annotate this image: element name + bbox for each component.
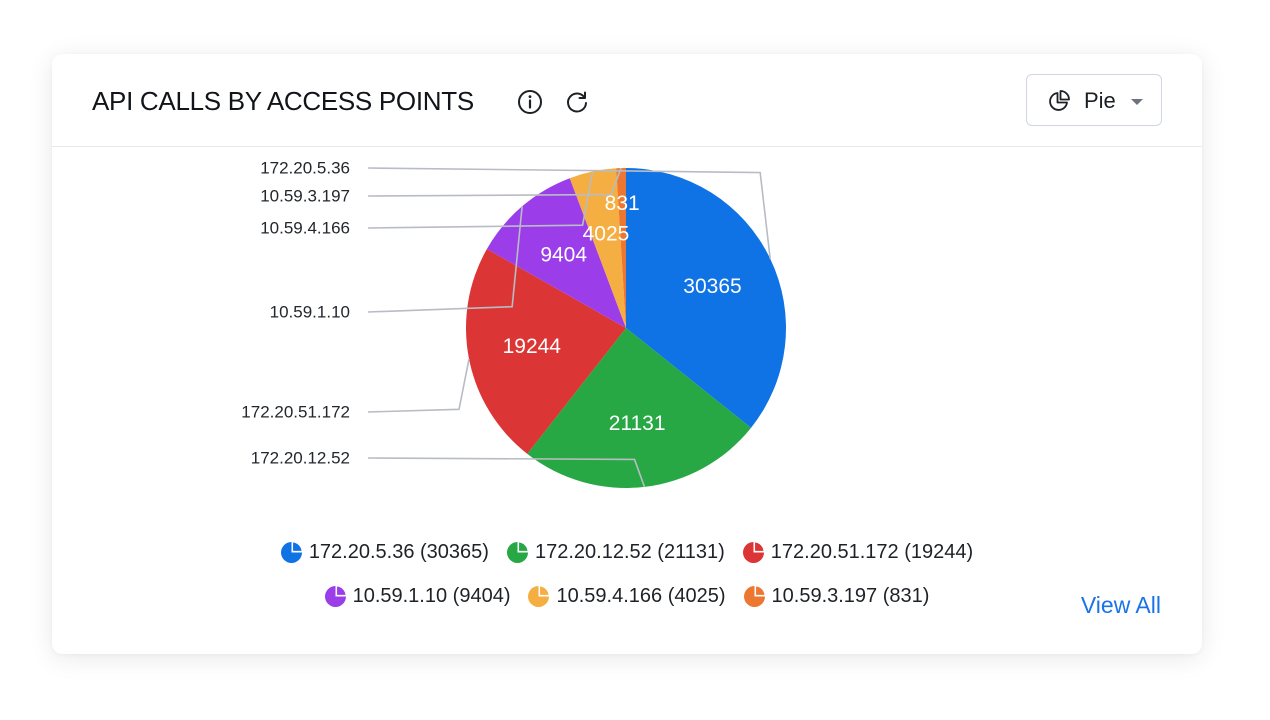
outside-slice-label: 10.59.3.197 xyxy=(260,187,350,206)
legend-pie-icon xyxy=(742,541,764,563)
leader-line xyxy=(367,358,470,413)
legend-row: 10.59.1.10 (9404) 10.59.4.166 (4025) 10.59… xyxy=(52,574,1202,618)
legend-pie-icon xyxy=(528,585,550,607)
legend-swatch-wedge xyxy=(292,542,302,551)
legend-swatch xyxy=(324,585,346,607)
slice-value-label: 21131 xyxy=(609,412,666,435)
view-all-link[interactable]: View All xyxy=(1080,592,1161,618)
chart-legend: 172.20.5.36 (30365) 172.20.12.52 (21131) 1… xyxy=(52,530,1202,618)
legend-pie-icon xyxy=(280,541,302,563)
legend-item[interactable]: 10.59.1.10 (9404) xyxy=(324,584,511,608)
slice-value-label: 19244 xyxy=(503,335,562,358)
legend-swatch-wedge xyxy=(754,542,764,551)
legend-item[interactable]: 172.20.12.52 (21131) xyxy=(506,540,725,564)
legend-label: 10.59.3.197 (831) xyxy=(771,584,930,607)
legend-item[interactable]: 10.59.4.166 (4025) xyxy=(528,584,726,608)
legend-swatch xyxy=(280,541,302,563)
outside-slice-label: 172.20.51.172 xyxy=(241,403,350,422)
legend-label: 10.59.4.166 (4025) xyxy=(556,584,726,607)
slice-value-label: 4025 xyxy=(583,223,630,246)
legend-item[interactable]: 172.20.51.172 (19244) xyxy=(742,540,974,564)
info-icon[interactable] xyxy=(517,89,543,115)
pie-slice[interactable] xyxy=(569,168,626,328)
pie-slice[interactable] xyxy=(466,248,626,454)
legend-label: 172.20.51.172 (19244) xyxy=(770,540,974,563)
legend-swatch xyxy=(506,541,528,563)
legend-label: 172.20.5.36 (30365) xyxy=(308,540,489,563)
legend-swatch-wedge xyxy=(540,586,549,595)
slice-value-label: 9404 xyxy=(540,243,587,266)
chart-card: API CALLS BY ACCESS POINTS Pie 30365 2113… xyxy=(52,54,1202,654)
legend-swatch xyxy=(743,585,765,607)
outside-slice-label: 10.59.1.10 xyxy=(270,303,350,322)
chart-type-selected: Pie xyxy=(1084,88,1116,113)
pie-slice[interactable] xyxy=(527,328,752,488)
outside-slice-label: 172.20.5.36 xyxy=(260,159,350,178)
legend-item[interactable]: 10.59.3.197 (831) xyxy=(743,584,930,608)
legend-swatch-wedge xyxy=(519,542,528,551)
pie-slice[interactable] xyxy=(616,168,626,328)
leader-line xyxy=(367,457,646,488)
chevron-down-icon xyxy=(1131,99,1143,105)
pie-chart-icon xyxy=(1049,90,1070,111)
legend-swatch-wedge xyxy=(755,586,764,595)
chart-type-dropdown[interactable]: Pie xyxy=(1026,74,1162,126)
outside-slice-label: 10.59.4.166 xyxy=(260,219,350,238)
legend-row: 172.20.5.36 (30365) 172.20.12.52 (21131) 1… xyxy=(52,530,1202,574)
leader-line xyxy=(367,167,771,259)
leader-line xyxy=(367,167,622,197)
legend-label: 10.59.1.10 (9404) xyxy=(352,584,511,607)
legend-label: 172.20.12.52 (21131) xyxy=(534,540,725,563)
leader-line xyxy=(367,206,523,313)
refresh-icon[interactable] xyxy=(564,89,590,115)
legend-swatch-wedge xyxy=(336,586,346,595)
outside-slice-label: 172.20.12.52 xyxy=(251,449,350,468)
chart-title: API CALLS BY ACCESS POINTS xyxy=(92,86,474,116)
legend-pie-icon xyxy=(743,585,765,607)
legend-item[interactable]: 172.20.5.36 (30365) xyxy=(280,540,489,564)
legend-pie-icon xyxy=(324,585,346,607)
card-header: API CALLS BY ACCESS POINTS Pie xyxy=(52,54,1202,147)
legend-swatch xyxy=(742,541,764,563)
pie-slice[interactable] xyxy=(626,168,787,428)
leader-line xyxy=(367,171,594,229)
legend-swatch xyxy=(528,585,550,607)
legend-pie-icon xyxy=(506,541,528,563)
slice-value-label: 30365 xyxy=(683,275,741,298)
slice-value-label: 831 xyxy=(605,192,640,215)
